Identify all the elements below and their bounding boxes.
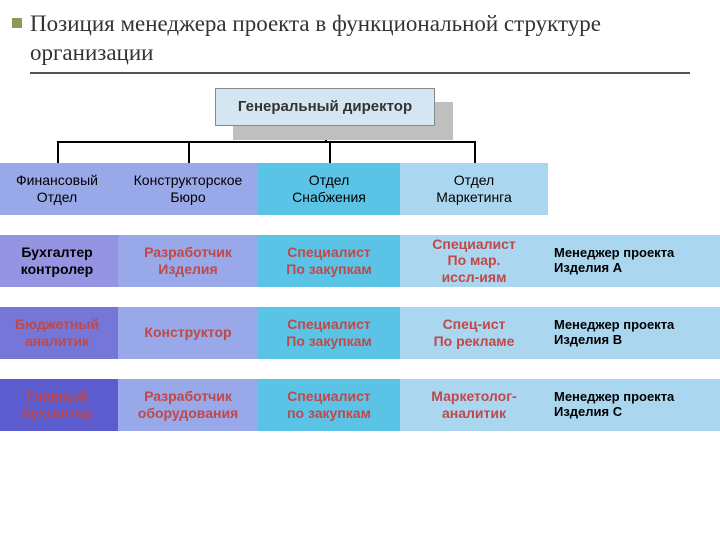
- cell: Конструктор: [118, 307, 258, 359]
- cell: Менеджер проектаИзделия А: [548, 235, 720, 287]
- top-box: Генеральный директор: [215, 88, 435, 126]
- connector: [57, 141, 476, 143]
- cell: СпециалистПо мар.иссл-иям: [400, 235, 548, 287]
- cell: Менеджер проектаИзделия С: [548, 379, 720, 431]
- column-header: КонструкторскоеБюро: [118, 163, 258, 215]
- cell: Бюджетныйаналитик: [0, 307, 118, 359]
- connector: [329, 141, 331, 163]
- cell: РазработчикИзделия: [118, 235, 258, 287]
- connector: [57, 141, 59, 163]
- column-header: ФинансовыйОтдел: [0, 163, 118, 215]
- column-header: ОтделМаркетинга: [400, 163, 548, 215]
- title-section: Позиция менеджера проекта в функциональн…: [0, 0, 720, 82]
- title-underline: [30, 72, 690, 74]
- connector: [474, 141, 476, 163]
- column-header: ОтделСнабжения: [258, 163, 400, 215]
- cell: Менеджер проектаИзделия В: [548, 307, 720, 359]
- cell: Специалистпо закупкам: [258, 379, 400, 431]
- cell: Главныйбухгалтер: [0, 379, 118, 431]
- cell: Маркетолог-аналитик: [400, 379, 548, 431]
- org-chart: Генеральный директорФинансовыйОтделКонст…: [0, 88, 720, 528]
- cell: СпециалистПо закупкам: [258, 235, 400, 287]
- cell: СпециалистПо закупкам: [258, 307, 400, 359]
- cell: Разработчикоборудования: [118, 379, 258, 431]
- connector: [188, 141, 190, 163]
- cell: Спец-истПо рекламе: [400, 307, 548, 359]
- title-bullet: [12, 18, 22, 28]
- page-title: Позиция менеджера проекта в функциональн…: [30, 10, 690, 68]
- cell: Бухгалтерконтролер: [0, 235, 118, 287]
